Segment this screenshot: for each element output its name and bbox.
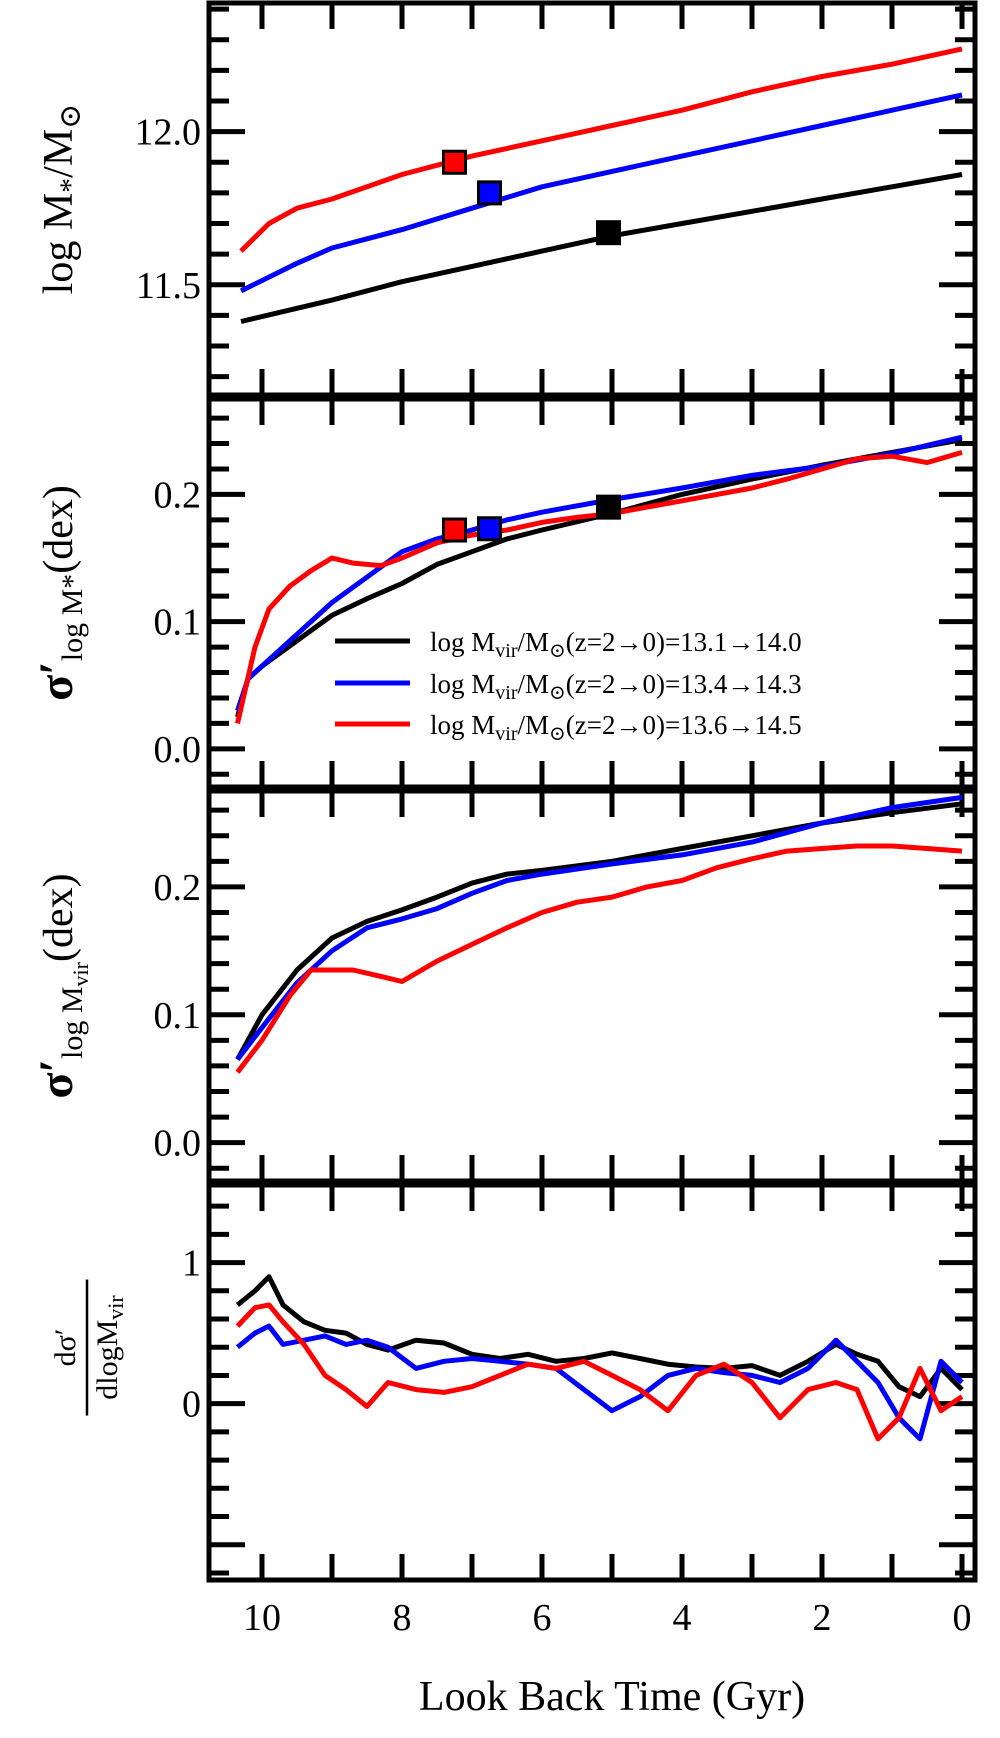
legend-label: log Mvir/M⊙(z=2→0)=13.4→14.3 <box>430 669 802 704</box>
x-tick-label: 4 <box>673 1597 692 1639</box>
svg-text:dlogMvir: dlogMvir <box>91 1295 128 1400</box>
square-marker <box>596 220 621 246</box>
y-tick-label: 0.0 <box>154 1123 202 1165</box>
square-marker <box>442 149 467 175</box>
y-axis-title: σ′log M*(dex) <box>30 485 89 701</box>
y-tick-label: 0.1 <box>154 602 202 644</box>
square-marker <box>596 494 621 520</box>
panel-frame <box>206 1182 978 1583</box>
legend-label: log Mvir/M⊙(z=2→0)=13.1→14.0 <box>430 627 802 662</box>
panel-frame <box>206 396 978 790</box>
x-tick-label: 10 <box>243 1597 281 1639</box>
series-line-1 <box>235 1274 964 1400</box>
x-tick-label: 0 <box>953 1597 972 1639</box>
square-marker <box>477 516 502 542</box>
y-tick-label: 0 <box>182 1384 201 1426</box>
y-tick-label: 12.0 <box>135 112 202 154</box>
y-tick-label: 0.2 <box>154 474 202 516</box>
square-marker <box>442 517 467 543</box>
series-line-3 <box>235 843 963 1074</box>
series-line-2 <box>235 434 963 712</box>
y-tick-label: 0.2 <box>154 867 202 909</box>
series-line-2 <box>239 92 963 294</box>
x-tick-label: 8 <box>393 1597 412 1639</box>
series-line-3 <box>239 46 963 253</box>
series-line-1 <box>235 801 963 1061</box>
series-line-2 <box>235 794 963 1062</box>
x-axis-title: Look Back Time (Gyr) <box>419 1674 805 1720</box>
y-tick-label: 0.1 <box>154 995 202 1037</box>
y-axis-title: log M*/M⊙ <box>36 104 87 295</box>
panel-2: 0.0 0.1 0.2 log Mvir/M⊙(z=2→0)=13.1→14.0 log… <box>30 396 978 790</box>
y-tick-label: 11.5 <box>136 265 201 307</box>
panel-4: 0 1 dσ′ dlogMvir 10 8 6 4 2 0 Look Back Time (Gyr) <box>49 1182 978 1720</box>
x-tick-label: 6 <box>533 1597 552 1639</box>
legend-label: log Mvir/M⊙(z=2→0)=13.6→14.5 <box>430 710 802 745</box>
y-axis-title: dσ′ dlogMvir <box>49 1279 128 1416</box>
y-tick-label: 0.0 <box>154 729 202 771</box>
svg-text:dσ′: dσ′ <box>49 1329 82 1367</box>
series-line-1 <box>240 172 963 324</box>
x-tick-label: 2 <box>813 1597 832 1639</box>
y-axis-title: σ′log Mvir(dex) <box>30 873 93 1098</box>
panel-3: 0.0 0.1 0.2 σ′log Mvir(dex) <box>30 788 978 1184</box>
square-marker <box>477 180 502 206</box>
series-line-3 <box>235 449 963 724</box>
panel-frame <box>206 0 978 398</box>
panel-frame <box>206 788 978 1184</box>
series-line-2 <box>235 1323 964 1442</box>
y-tick-label: 1 <box>182 1243 201 1285</box>
series-line-3 <box>235 1302 964 1442</box>
panel-1: 11.5 12.0 log M*/M⊙ <box>36 0 978 398</box>
